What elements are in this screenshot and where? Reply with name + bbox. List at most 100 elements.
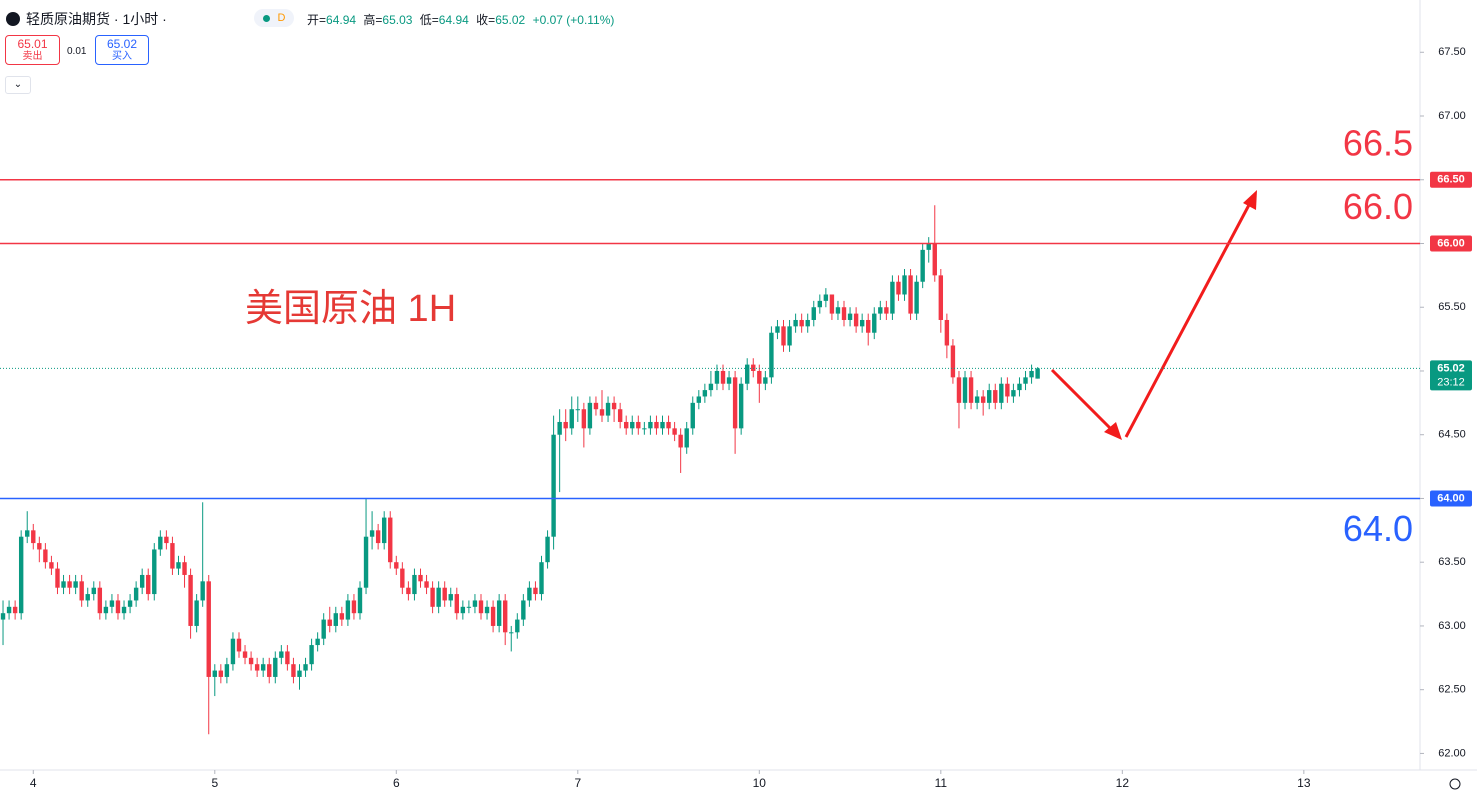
- candle-body: [484, 606, 490, 614]
- sell-button[interactable]: 65.01 卖出: [5, 35, 60, 65]
- candle-body: [980, 396, 986, 403]
- candle-body: [926, 243, 931, 250]
- symbol-icon: [6, 12, 20, 26]
- symbol-header[interactable]: 轻质原油期货 · 1小时 ·: [6, 9, 167, 29]
- candle-body: [726, 377, 732, 384]
- candle-body: [297, 670, 302, 677]
- candle-body: [357, 587, 363, 614]
- sell-label: 卖出: [22, 51, 43, 62]
- y-tick-label: 67.50: [1438, 46, 1466, 58]
- candle-body: [260, 664, 266, 671]
- candle-body: [914, 281, 919, 314]
- candle-body: [835, 307, 841, 314]
- y-tick-label: 63.00: [1438, 620, 1466, 632]
- y-tick-label: 62.50: [1438, 684, 1466, 696]
- candle-body: [533, 587, 538, 595]
- x-tick-label: 12: [1116, 776, 1130, 790]
- symbol-title: 轻质原油期货 · 1小时 ·: [26, 11, 167, 27]
- candle-body: [557, 421, 562, 435]
- settings-icon[interactable]: [1449, 778, 1461, 790]
- candle-body: [279, 651, 284, 658]
- candle-body: [164, 536, 169, 544]
- candle-body: [605, 402, 611, 416]
- candle-body: [587, 402, 593, 429]
- candle-body: [956, 377, 962, 403]
- candle-body: [787, 326, 792, 346]
- candle-body: [12, 606, 18, 614]
- candle-body: [805, 319, 810, 327]
- candles: [0, 205, 1040, 735]
- candle-body: [25, 530, 30, 537]
- candle-body: [563, 421, 568, 429]
- candle-body: [993, 390, 998, 403]
- buy-button[interactable]: 65.02 买入: [95, 35, 149, 65]
- y-tick-label: 67.00: [1438, 110, 1466, 122]
- ohlc-value: 65.02: [495, 13, 526, 27]
- buy-label: 买入: [112, 51, 132, 62]
- candle-body: [478, 600, 484, 614]
- candle-body: [31, 530, 36, 544]
- dropdown[interactable]: ⌄: [5, 76, 31, 94]
- candle-body: [49, 562, 54, 569]
- candle-body: [696, 396, 702, 403]
- x-tick-label: 13: [1297, 776, 1311, 790]
- candle-body: [672, 428, 677, 435]
- candle-body: [884, 307, 889, 314]
- candle-body: [6, 606, 12, 614]
- candle-body: [315, 638, 320, 646]
- candle-body: [212, 670, 217, 677]
- candle-body: [847, 313, 853, 320]
- candle-body: [569, 409, 574, 429]
- candle-body: [37, 543, 42, 550]
- candle-body: [611, 402, 617, 410]
- candle-body: [381, 517, 387, 544]
- candle-body: [200, 581, 205, 601]
- candle-body: [793, 319, 798, 327]
- candle-body: [121, 606, 127, 614]
- candle-body: [176, 562, 181, 569]
- candle-body: [745, 364, 750, 384]
- candle-body: [285, 651, 290, 665]
- y-tick-label: 65.50: [1438, 301, 1466, 313]
- candle-body: [630, 421, 635, 429]
- candle-body: [581, 409, 587, 429]
- level-text: 66.0: [1343, 186, 1413, 227]
- candle-body: [61, 581, 66, 588]
- candle-body: [751, 364, 756, 371]
- candle-body: [103, 606, 109, 614]
- candle-body: [757, 370, 762, 384]
- arrow-head: [1243, 190, 1257, 210]
- candle-body: [509, 632, 514, 634]
- badge: D: [277, 12, 286, 24]
- last-price-badge: [1430, 360, 1472, 391]
- candle-body: [303, 664, 308, 671]
- candle-body: [466, 606, 472, 608]
- candle-body: [1023, 377, 1028, 384]
- ohlc-value: 64.94: [438, 13, 469, 27]
- candle-body: [938, 275, 944, 320]
- candle-body: [182, 562, 187, 575]
- candle-body: [896, 281, 901, 295]
- level-badge: [1430, 171, 1472, 188]
- countdown: 23:12: [1437, 376, 1465, 388]
- candle-body: [412, 574, 417, 595]
- candle-body: [908, 275, 913, 314]
- candle-body: [515, 619, 520, 633]
- candle-body: [454, 594, 459, 614]
- x-tick-label: 7: [574, 776, 581, 790]
- candle-body: [333, 613, 338, 626]
- candle-body: [236, 638, 242, 652]
- candle-body: [218, 670, 224, 677]
- ohlc-label: 高=: [363, 13, 383, 27]
- candle-body: [85, 594, 90, 601]
- candle-body: [309, 645, 314, 665]
- candle-body: [829, 294, 835, 314]
- ohlc-label: 收=: [476, 13, 496, 27]
- candle-body: [248, 657, 254, 665]
- candle-body: [944, 319, 950, 346]
- candle-body: [684, 428, 689, 448]
- candle-body: [545, 536, 550, 563]
- x-tick-label: 4: [30, 776, 37, 790]
- status-badge[interactable]: D: [254, 9, 294, 27]
